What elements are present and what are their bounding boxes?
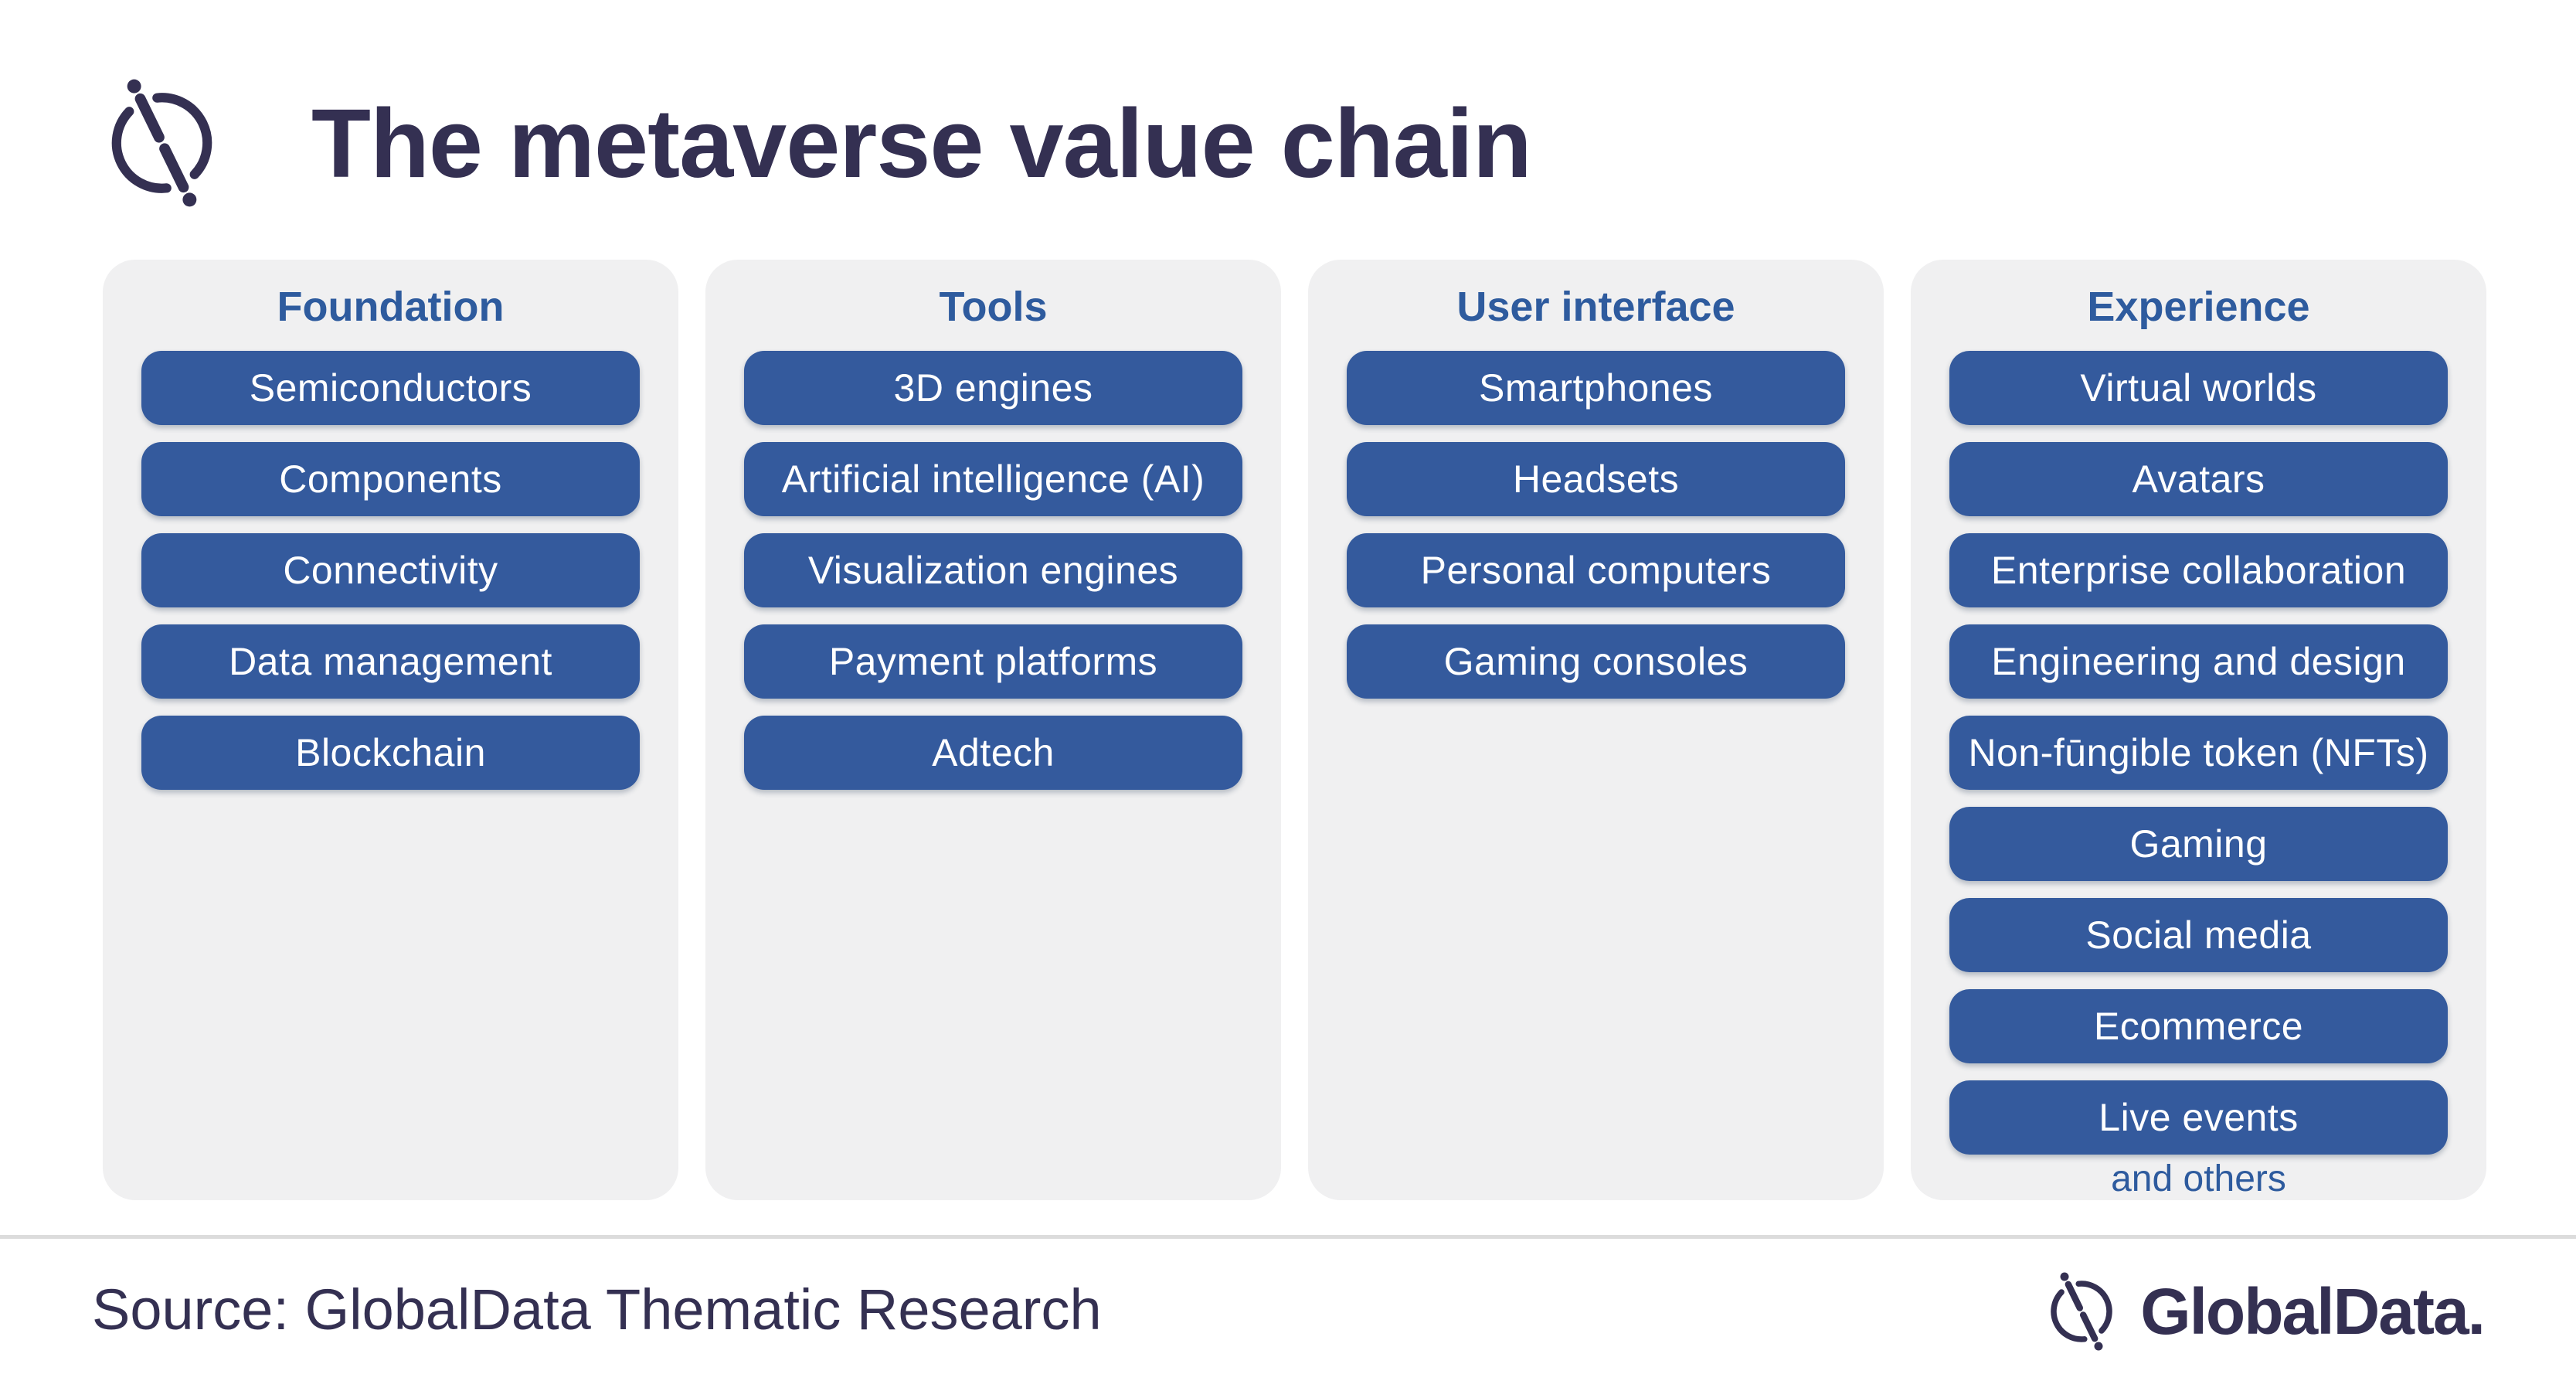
pill-list: Virtual worlds Avatars Enterprise collabor… [1911, 351, 2486, 1155]
pill-label: Semiconductors [249, 366, 532, 410]
pill: Artificial intelligence (AI) [744, 442, 1242, 517]
pill: Headsets [1347, 442, 1845, 517]
pill: Data management [141, 624, 640, 699]
pill: Social media [1949, 898, 2448, 973]
pill-label: Avatars [2132, 457, 2265, 502]
pill-label: Ecommerce [2093, 1005, 2304, 1049]
pill-label: 3D engines [893, 366, 1093, 410]
pill-label: Blockchain [295, 731, 486, 775]
pill: Personal computers [1347, 533, 1845, 608]
pill-label: Payment platforms [828, 640, 1158, 684]
column-title: Experience [2087, 284, 2310, 330]
globaldata-mark-icon [111, 79, 212, 207]
pill: 3D engines [744, 351, 1242, 426]
pill-label: Personal computers [1420, 549, 1772, 593]
pill: Gaming [1949, 807, 2448, 882]
pill-label: Virtual worlds [2080, 366, 2317, 410]
value-chain-panels: Foundation Semiconductors Components Connec… [103, 260, 2486, 1200]
pill: Non-fūngible token (NFTs) [1949, 716, 2448, 791]
column-title: Tools [939, 284, 1048, 330]
pill: Virtual worlds [1949, 351, 2448, 426]
page-title: The metaverse value chain [311, 88, 1532, 198]
pill-list: Semiconductors Components Connectivity Data… [103, 351, 678, 791]
pill-label: Artificial intelligence (AI) [781, 457, 1205, 502]
column-panel-foundation: Foundation Semiconductors Components Connec… [103, 260, 678, 1200]
pill-label: Gaming [2129, 822, 2268, 866]
pill-label: Live events [2099, 1096, 2299, 1140]
pill-list: 3D engines Artificial intelligence (AI) Vi… [705, 351, 1281, 791]
column-title: User interface [1456, 284, 1735, 330]
pill-label: Adtech [932, 731, 1055, 775]
pill-label: Connectivity [283, 549, 498, 593]
pill: Blockchain [141, 716, 640, 791]
pill: Live events [1949, 1080, 2448, 1155]
pill-label: Non-fūngible token (NFTs) [1968, 731, 2429, 775]
pill-label: Headsets [1512, 457, 1680, 502]
pill-label: Components [279, 457, 502, 502]
pill: Smartphones [1347, 351, 1845, 426]
footer-divider [0, 1235, 2576, 1239]
pill-label: Social media [2085, 913, 2312, 958]
pill-label: Smartphones [1479, 366, 1713, 410]
source-text: Source: GlobalData Thematic Research [92, 1277, 1102, 1342]
pill: Visualization engines [744, 533, 1242, 608]
column-panel-experience: Experience Virtual worlds Avatars Enterpris… [1911, 260, 2486, 1200]
pill-list: Smartphones Headsets Personal computers Gam… [1308, 351, 1884, 699]
pill-label: Gaming consoles [1443, 640, 1748, 684]
globaldata-mark-icon [2051, 1272, 2112, 1351]
header: The metaverse value chain [99, 62, 1532, 224]
pill: Adtech [744, 716, 1242, 791]
pill: Payment platforms [744, 624, 1242, 699]
brand-wordmark: GlobalData. [2140, 1274, 2486, 1348]
pill-label: Engineering and design [1991, 640, 2406, 684]
pill: Avatars [1949, 442, 2448, 517]
column-title: Foundation [277, 284, 505, 330]
pill: Ecommerce [1949, 989, 2448, 1064]
column-panel-tools: Tools 3D engines Artificial intelligence (… [705, 260, 1281, 1200]
pill-label: Visualization engines [807, 549, 1179, 593]
column-note: and others [2111, 1158, 2286, 1200]
pill: Semiconductors [141, 351, 640, 426]
pill: Connectivity [141, 533, 640, 608]
pill: Components [141, 442, 640, 517]
column-panel-user-interface: User interface Smartphones Headsets Persona… [1308, 260, 1884, 1200]
pill: Engineering and design [1949, 624, 2448, 699]
pill-label: Enterprise collaboration [1990, 549, 2407, 593]
brand-lockup: GlobalData. [2043, 1264, 2486, 1359]
pill: Gaming consoles [1347, 624, 1845, 699]
pill: Enterprise collaboration [1949, 533, 2448, 608]
pill-label: Data management [229, 640, 552, 684]
